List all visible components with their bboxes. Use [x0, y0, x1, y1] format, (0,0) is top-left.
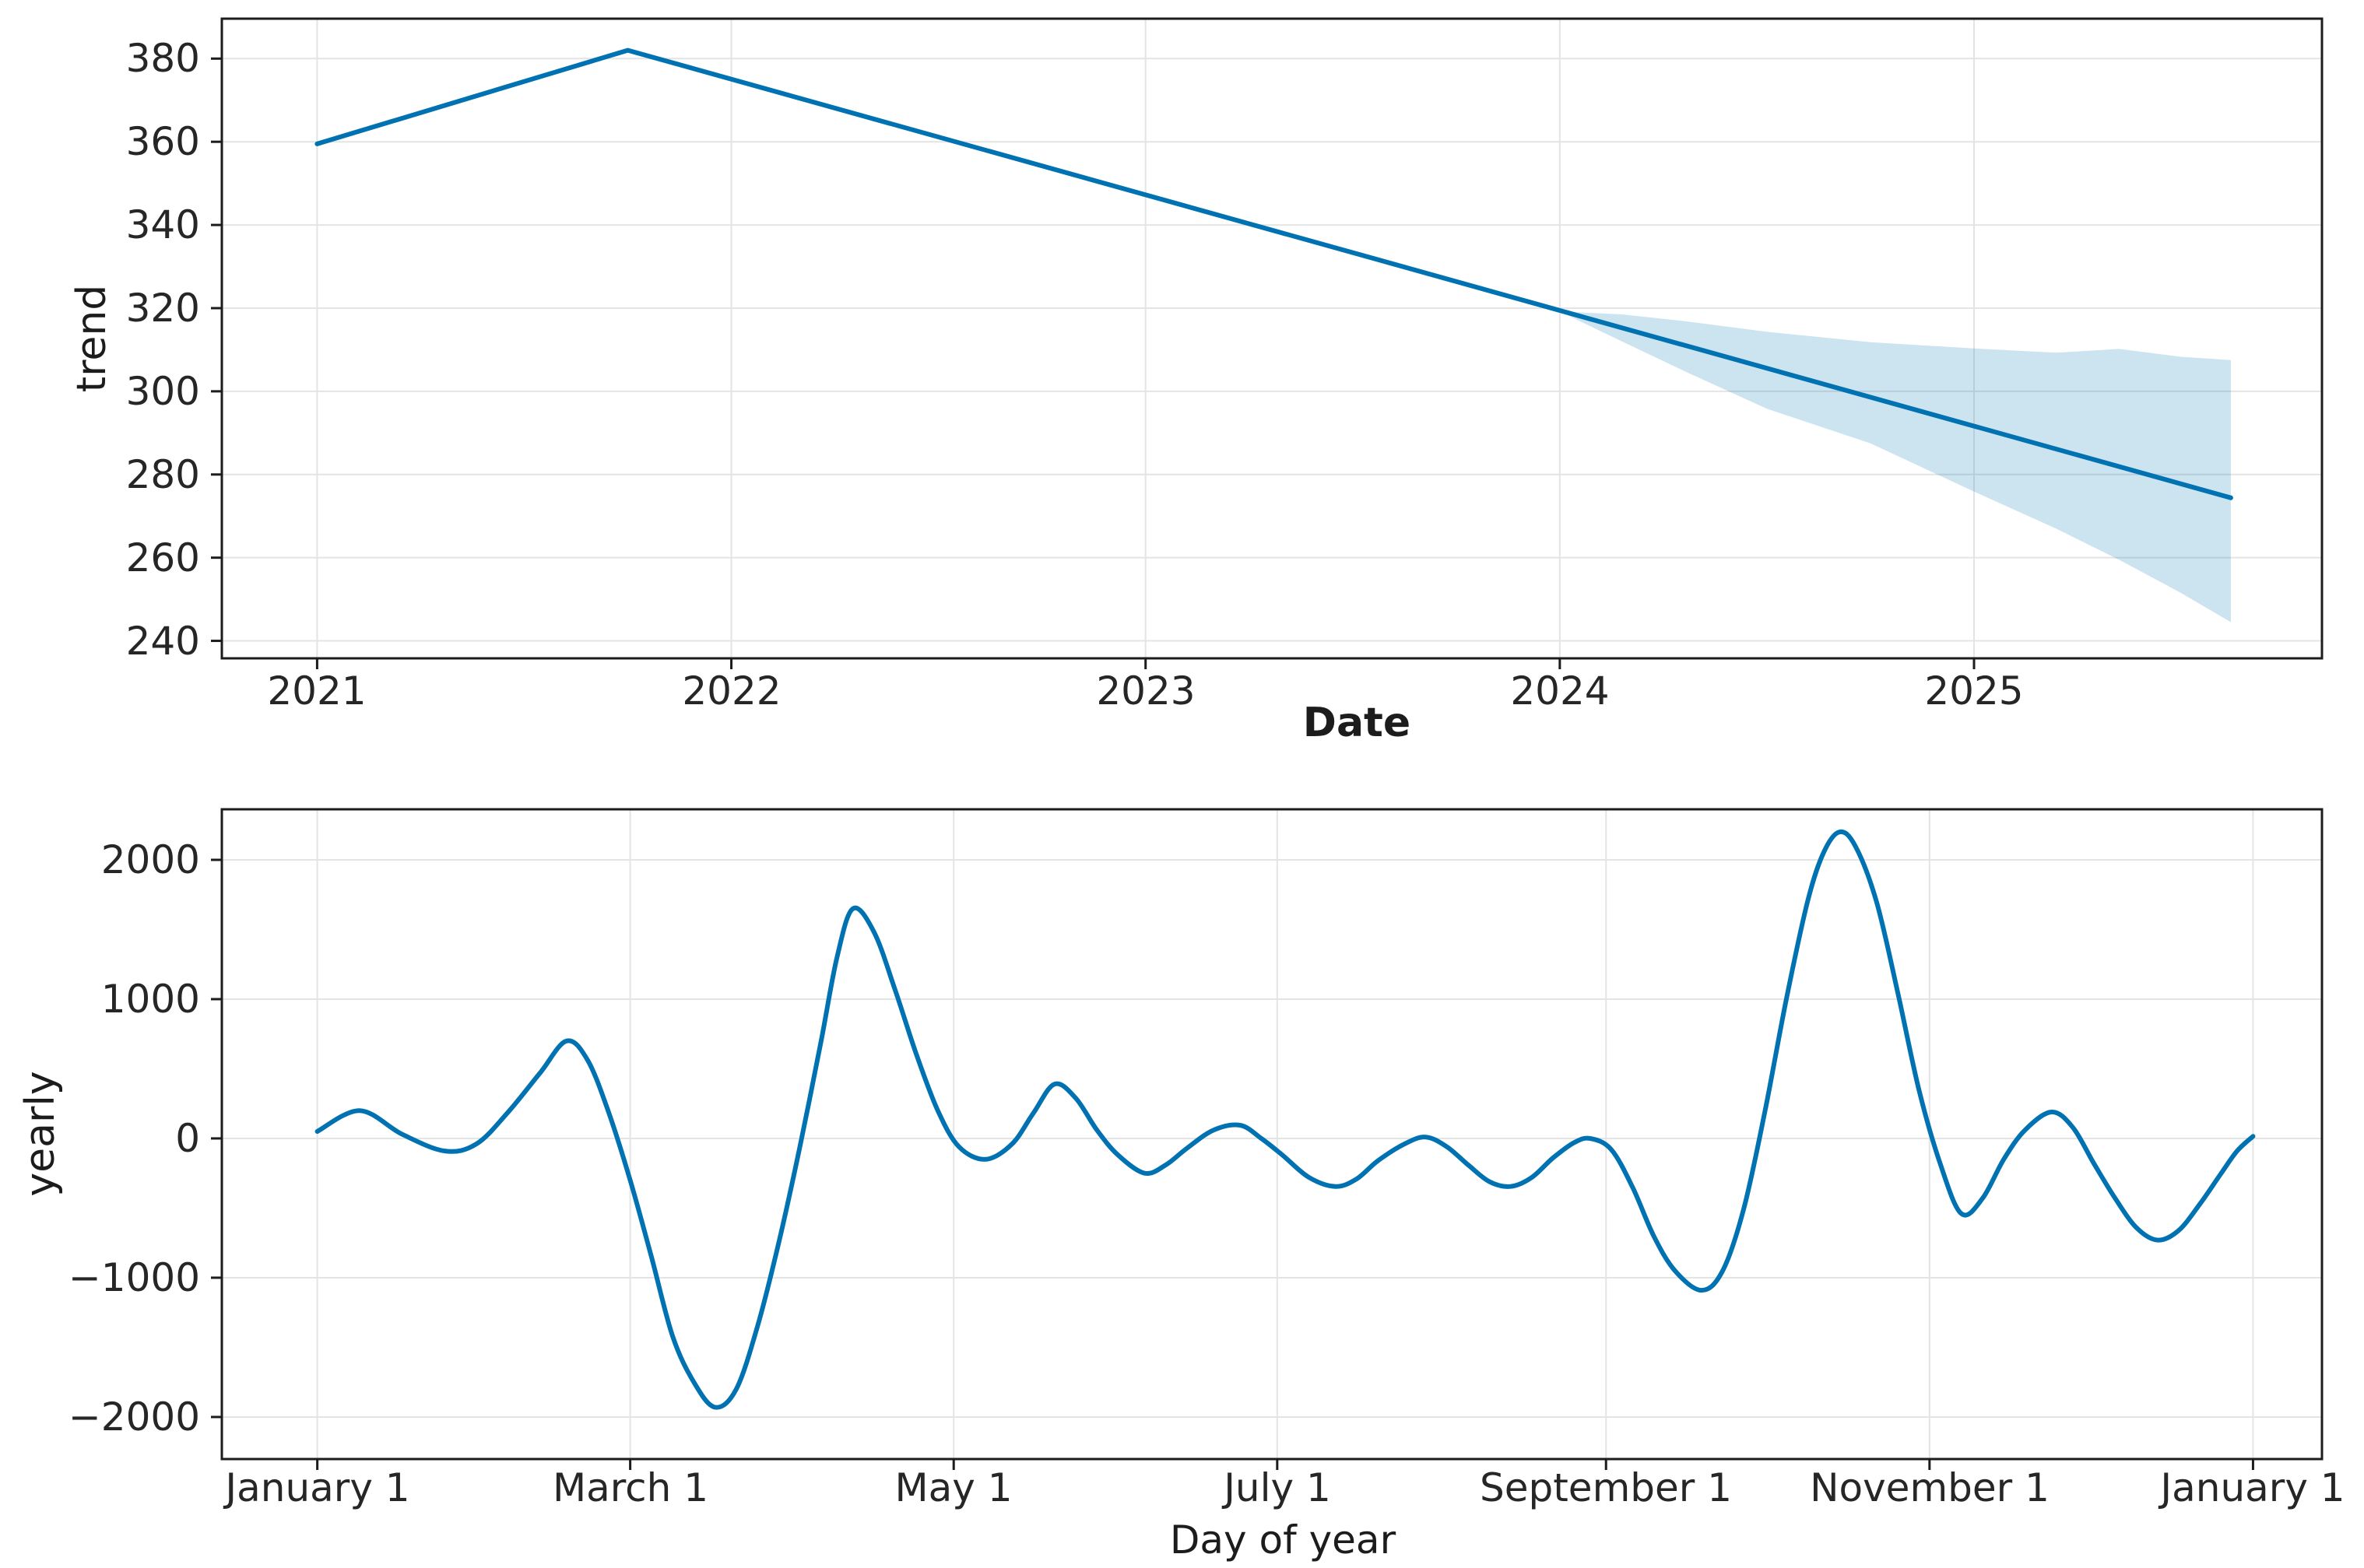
yearly-line [314, 829, 2256, 1410]
x-tick-label: November 1 [1810, 1465, 2050, 1510]
y-tick-label: 340 [125, 202, 200, 247]
yearly-x-axis-label: Day of year [1169, 1517, 1396, 1563]
trend-line [314, 47, 2233, 500]
yearly-y-axis-label: yearly [17, 1071, 64, 1197]
axes-spines [220, 808, 2324, 1461]
x-tick-label: July 1 [1224, 1465, 1331, 1510]
y-tick-label: 1000 [100, 977, 200, 1022]
y-tick-label: 280 [125, 452, 200, 497]
x-tick-label: 2024 [1510, 668, 1610, 714]
y-tick-label: −1000 [68, 1255, 200, 1300]
x-tick-label: March 1 [552, 1465, 709, 1510]
y-tick-label: 2000 [100, 837, 200, 882]
trend-x-axis-label: Date [1302, 700, 1411, 746]
y-tick-label: 380 [125, 36, 200, 81]
y-tick-label: 0 [175, 1116, 200, 1161]
y-tick-label: 240 [125, 619, 200, 664]
x-tick-label: January 1 [225, 1465, 410, 1510]
x-tick-label: 2021 [267, 668, 367, 714]
y-tick-label: 320 [125, 286, 200, 331]
x-tick-label: 2025 [1924, 668, 2024, 714]
x-tick-label: 2022 [682, 668, 782, 714]
x-tick-label: May 1 [894, 1465, 1013, 1510]
x-tick-label: January 1 [2160, 1465, 2345, 1510]
x-tick-label: 2023 [1096, 668, 1196, 714]
axes-spines [220, 17, 2324, 660]
x-tick-label: September 1 [1479, 1465, 1733, 1510]
y-tick-label: −2000 [68, 1394, 200, 1440]
uncertainty-band [1559, 311, 2231, 623]
trend-y-axis-label: trend [68, 284, 115, 393]
y-tick-label: 300 [125, 369, 200, 414]
y-tick-label: 360 [125, 119, 200, 164]
y-tick-label: 260 [125, 535, 200, 581]
